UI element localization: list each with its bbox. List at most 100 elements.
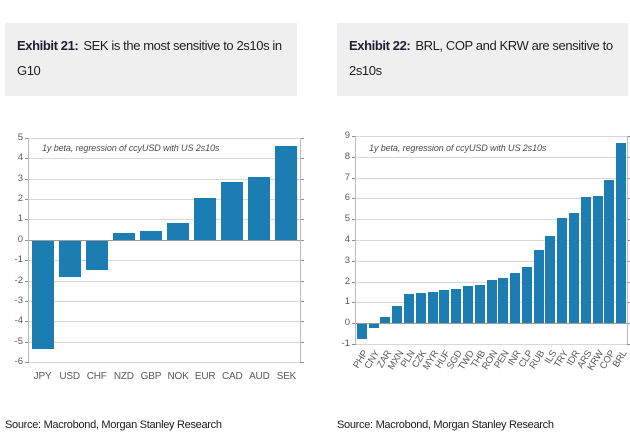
y-axis-tick-right [300, 342, 304, 343]
bar-ARS [580, 197, 591, 324]
gridline [29, 362, 300, 363]
gridline [356, 261, 627, 262]
exhibit-21-source: Source: Macrobond, Morgan Stanley Resear… [5, 419, 222, 431]
exhibit-22-label: Exhibit 22: [349, 38, 411, 53]
exhibit-22-source: Source: Macrobond, Morgan Stanley Resear… [337, 419, 554, 431]
bar-EUR [194, 198, 217, 240]
y-axis-tick [25, 321, 29, 322]
y-axis-tick-right [300, 301, 304, 302]
y-tick-label: 4 [344, 234, 350, 245]
y-axis-tick-right [300, 158, 304, 159]
y-tick-label: 5 [17, 132, 23, 143]
bar-HUF [439, 289, 450, 324]
bar-INR [510, 273, 521, 324]
bar-GBP [139, 230, 162, 240]
bar-ZAR [380, 316, 391, 324]
y-axis-tick [25, 240, 29, 241]
y-axis-tick-right [627, 136, 630, 137]
y-axis-tick [352, 198, 356, 199]
y-axis-tick-right [300, 281, 304, 282]
gridline [356, 323, 627, 324]
gridline [356, 198, 627, 199]
x-tick-label: NZD [113, 371, 134, 382]
x-tick-label: EUR [194, 371, 216, 382]
exhibit-21-title-text: SEK is the most sensitive to 2s10s in G1… [17, 38, 282, 78]
y-tick-label: 2 [17, 193, 23, 204]
bar-NZD [112, 232, 135, 240]
gridline [356, 178, 627, 179]
bar-CAD [221, 181, 244, 240]
y-axis-tick [25, 199, 29, 200]
y-axis-tick [352, 136, 356, 137]
bar-IDR [568, 212, 579, 324]
gridline [29, 138, 300, 139]
y-axis-tick-right [627, 323, 630, 324]
y-axis-tick [352, 282, 356, 283]
bar-NOK [167, 222, 190, 240]
exhibit-22-title-text: BRL, COP and KRW are sensitive to 2s10s [349, 38, 613, 78]
bar-MXN [392, 305, 403, 324]
y-axis-tick [25, 179, 29, 180]
y-tick-label: 7 [344, 172, 350, 183]
y-axis-tick [25, 158, 29, 159]
y-tick-label: 6 [344, 192, 350, 203]
y-axis-tick-right [300, 260, 304, 261]
x-tick-label: SEK [276, 371, 297, 382]
y-tick-label: -1 [341, 338, 350, 349]
chart-annotation: 1y beta, regression of ccyUSD with US 2s… [369, 143, 547, 153]
y-axis-tick [352, 178, 356, 179]
y-axis-tick-right [627, 240, 630, 241]
bar-PEN [498, 278, 509, 324]
y-axis-tick-right [627, 282, 630, 283]
y-axis-tick-right [627, 198, 630, 199]
y-axis-tick-right [300, 240, 304, 241]
gridline [356, 136, 627, 137]
y-tick-label: -5 [14, 336, 23, 347]
gridline [29, 219, 300, 220]
y-axis-tick [25, 138, 29, 139]
bar-RUB [533, 250, 544, 324]
y-tick-label: -6 [14, 356, 23, 367]
y-axis-tick [352, 323, 356, 324]
bar-COP [604, 179, 615, 324]
gridline [356, 240, 627, 241]
bar-BRL [616, 143, 627, 324]
y-tick-label: 5 [344, 213, 350, 224]
y-axis-tick [352, 344, 356, 345]
y-axis-tick [25, 281, 29, 282]
bar-JPY [31, 240, 54, 349]
gridline [29, 301, 300, 302]
bar-TRY [557, 218, 568, 324]
plot-right-border [300, 138, 301, 362]
y-axis-tick-right [300, 199, 304, 200]
exhibit-21-label: Exhibit 21: [17, 38, 79, 53]
y-tick-label: 3 [344, 255, 350, 266]
y-axis-tick-right [627, 178, 630, 179]
y-tick-label: 9 [344, 130, 350, 141]
y-axis-tick-right [627, 157, 630, 158]
x-tick-label: CHF [86, 371, 107, 382]
exhibit-22-title: Exhibit 22: BRL, COP and KRW are sensitiv… [337, 23, 628, 96]
plot-left-border [28, 138, 29, 362]
bar-CLP [521, 267, 532, 324]
y-tick-label: -3 [14, 295, 23, 306]
y-axis-tick [25, 301, 29, 302]
bar-TWD [462, 285, 473, 324]
bar-THB [474, 284, 485, 324]
gridline [29, 321, 300, 322]
y-axis-tick-right [300, 362, 304, 363]
gridline [356, 344, 627, 345]
y-axis-tick [25, 219, 29, 220]
y-tick-label: 8 [344, 151, 350, 162]
y-axis-tick [352, 261, 356, 262]
bar-KRW [592, 196, 603, 324]
plot-left-border [355, 136, 356, 344]
y-axis-tick [352, 219, 356, 220]
y-tick-label: 0 [344, 317, 350, 328]
x-tick-label: AUD [249, 371, 270, 382]
y-axis-tick [352, 240, 356, 241]
x-tick-label: NOK [167, 371, 189, 382]
y-axis-tick [352, 157, 356, 158]
bar-SEK [275, 146, 298, 240]
y-axis-tick-right [300, 179, 304, 180]
